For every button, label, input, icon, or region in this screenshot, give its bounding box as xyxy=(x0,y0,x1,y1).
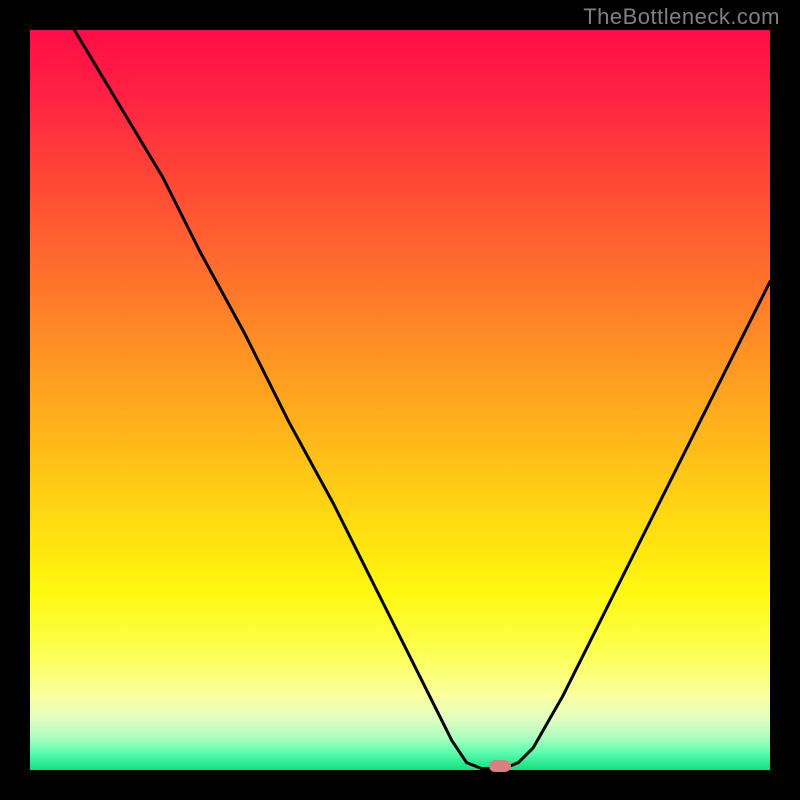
bottleneck-curve xyxy=(30,30,770,770)
optimum-marker xyxy=(489,760,511,772)
plot-area xyxy=(30,30,770,770)
watermark-text: TheBottleneck.com xyxy=(583,4,780,30)
